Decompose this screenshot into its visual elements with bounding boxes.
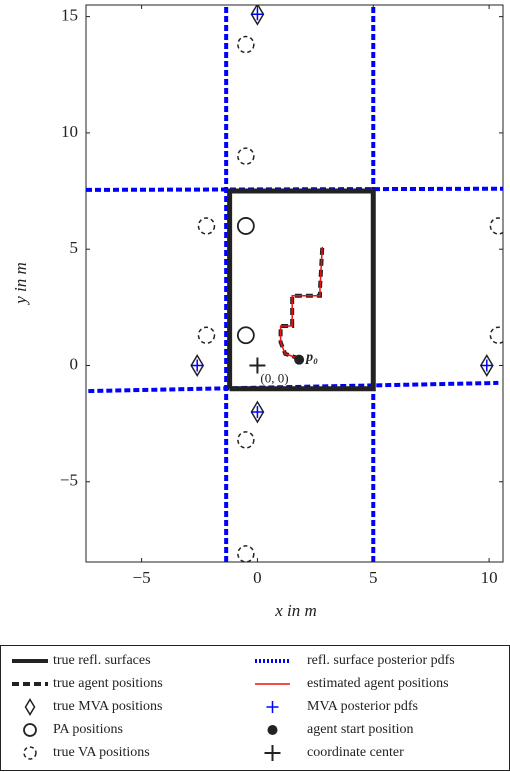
x-tick-label: 10 xyxy=(481,568,498,587)
legend-label: true MVA positions xyxy=(53,699,162,714)
series-line xyxy=(88,380,499,394)
start-marker xyxy=(294,354,305,365)
x-tick-label: 5 xyxy=(369,568,378,587)
y-tick-label: 5 xyxy=(70,238,79,257)
legend-label: refl. surface posterior pdfs xyxy=(307,653,455,668)
legend-box xyxy=(0,645,510,771)
posterior-marker xyxy=(480,359,493,372)
center-marker xyxy=(249,357,266,374)
posterior-marker xyxy=(266,701,279,713)
legend-label: agent start position xyxy=(307,722,414,737)
legend-label: true agent positions xyxy=(53,676,163,691)
y-axis-label: y in m xyxy=(11,262,30,306)
plot-frame xyxy=(85,4,504,563)
series-line xyxy=(278,246,325,361)
series-line xyxy=(279,246,324,360)
va-marker xyxy=(197,326,216,344)
series-line xyxy=(227,188,376,392)
pa-marker xyxy=(236,326,255,345)
posterior-marker xyxy=(251,8,264,21)
legend-label: PA positions xyxy=(53,722,123,737)
va-marker xyxy=(23,746,37,760)
plot-area xyxy=(86,5,503,562)
va-marker xyxy=(237,431,255,449)
va-marker xyxy=(489,217,503,235)
pa-marker xyxy=(236,217,255,235)
y-tick-label: 10 xyxy=(61,122,78,141)
posterior-marker xyxy=(251,405,264,418)
y-tick-label: −5 xyxy=(60,471,78,490)
pa-marker xyxy=(23,723,37,737)
mva-marker xyxy=(24,698,36,716)
legend-label: MVA posterior pdfs xyxy=(307,699,418,714)
legend-label: coordinate center xyxy=(307,745,404,760)
x-tick-label: 0 xyxy=(253,568,262,587)
start-marker xyxy=(267,725,278,735)
va-marker xyxy=(197,217,216,235)
va-marker xyxy=(237,35,255,54)
center-marker xyxy=(264,745,281,761)
y-tick-label: 15 xyxy=(61,6,78,25)
va-marker xyxy=(237,147,255,165)
start-annotation: p₀ xyxy=(305,350,318,365)
legend: true refl. surfaces true agent positions t… xyxy=(12,653,455,761)
va-marker xyxy=(237,545,255,562)
x-axis-label: x in m xyxy=(274,601,317,620)
legend-label: true VA positions xyxy=(53,745,150,760)
posterior-marker xyxy=(191,359,204,372)
va-marker xyxy=(489,326,503,344)
y-tick-label: 0 xyxy=(70,354,79,373)
legend-label: true refl. surfaces xyxy=(53,653,151,668)
center-annotation: (0, 0) xyxy=(260,370,288,385)
legend-label: estimated agent positions xyxy=(307,676,449,691)
x-tick-label: −5 xyxy=(133,568,151,587)
